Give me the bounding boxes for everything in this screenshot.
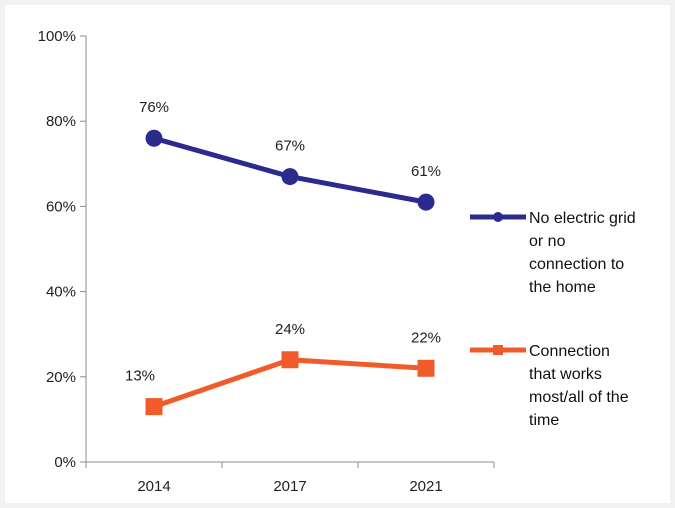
y-tick-label: 100% (38, 28, 76, 45)
y-tick-label: 80% (46, 113, 76, 130)
data-point (281, 168, 299, 186)
legend-label: that works (529, 366, 602, 383)
data-label: 13% (125, 368, 155, 385)
data-label: 24% (275, 321, 305, 338)
legend: No electric grid or no connection to the ho… (470, 210, 636, 429)
legend-label: most/all of the (529, 389, 629, 406)
data-point (417, 193, 435, 211)
chart-panel (5, 5, 670, 503)
data-point (417, 359, 435, 377)
data-label: 76% (139, 99, 169, 116)
data-label: 61% (411, 163, 441, 180)
series-layer (145, 129, 435, 416)
x-tick-label: 2014 (137, 478, 170, 495)
y-tick-label: 40% (46, 284, 76, 301)
data-labels: 76% 67% 61% 13% 24% 22% (125, 99, 441, 384)
data-label: 22% (411, 329, 441, 346)
legend-marker (493, 345, 503, 355)
y-tick-label: 60% (46, 198, 76, 215)
data-point (281, 351, 299, 369)
data-point (145, 398, 163, 416)
legend-label: the home (529, 279, 596, 296)
x-tick-label: 2017 (273, 478, 306, 495)
legend-label: time (529, 412, 559, 429)
y-tick-label: 20% (46, 369, 76, 386)
data-label: 67% (275, 138, 305, 155)
legend-label: or no (529, 233, 566, 250)
legend-label: Connection (529, 343, 610, 360)
legend-label: No electric grid (529, 210, 636, 227)
y-tick-label: 0% (54, 454, 76, 471)
legend-label: connection to (529, 256, 624, 273)
axes: 0% 20% 40% 60% 80% 100% 2014 2017 2021 (38, 28, 495, 495)
legend-marker (493, 212, 503, 222)
data-point (145, 129, 163, 147)
x-tick-label: 2021 (409, 478, 442, 495)
